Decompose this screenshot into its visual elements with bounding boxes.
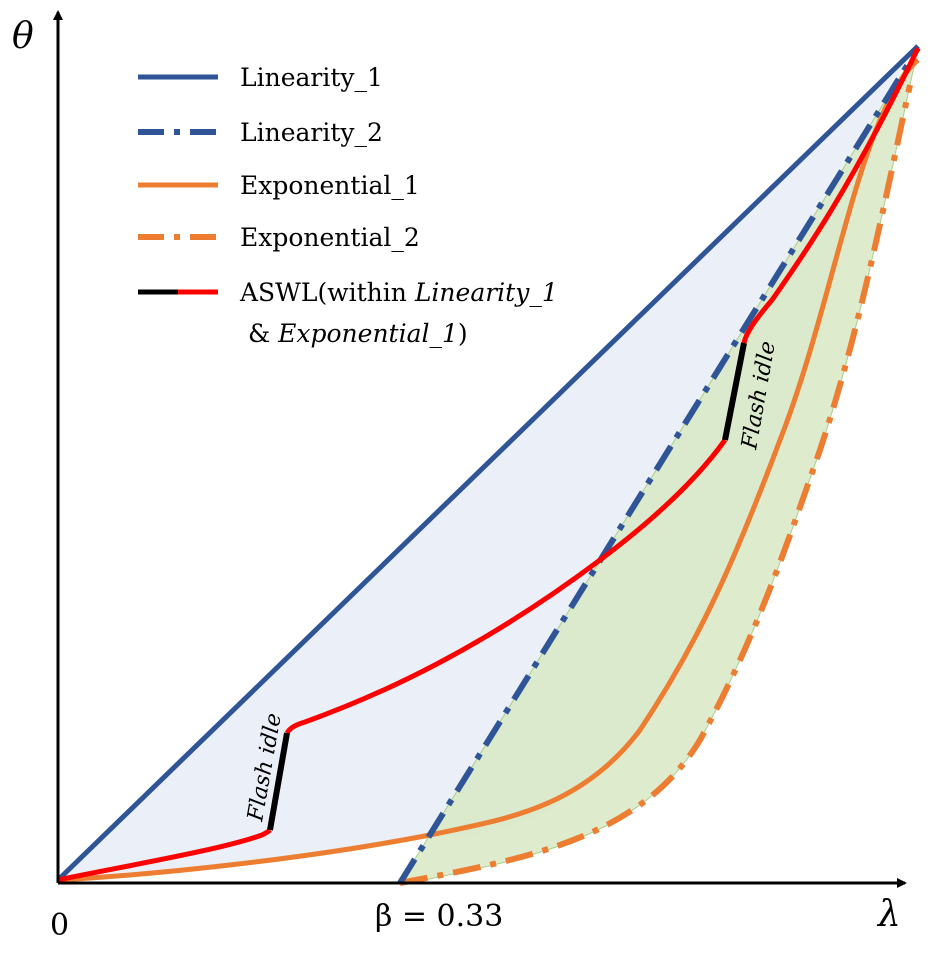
legend-item-exponential-1: Exponential_1 xyxy=(138,171,420,200)
legend-item-aswl: ASWL(within Linearity_1 & Exponential_1) xyxy=(138,278,558,348)
legend-label-linearity-1: Linearity_1 xyxy=(240,63,383,92)
flash-idle-segment-lower xyxy=(267,732,290,831)
legend-label-aswl-line2: & Exponential_1) xyxy=(240,319,468,348)
legend-item-linearity-1: Linearity_1 xyxy=(138,63,383,92)
exponential-2-curve xyxy=(399,84,913,886)
legend-label-exponential-1: Exponential_1 xyxy=(240,171,420,200)
flash-idle-segment-upper xyxy=(722,342,747,441)
aswl-curve-segment-1 xyxy=(57,828,272,883)
aswl-curve-segment-2 xyxy=(284,438,728,735)
exponential-1-curve xyxy=(57,58,920,883)
y-axis-symbol: θ xyxy=(12,16,34,57)
legend-label-aswl-line1: ASWL(within Linearity_1 xyxy=(239,278,558,307)
legend-item-linearity-2: Linearity_2 xyxy=(138,118,383,147)
legend-label-linearity-2: Linearity_2 xyxy=(240,118,383,147)
linearity-2-line xyxy=(397,46,921,885)
beta-label: β = 0.33 xyxy=(375,899,503,934)
x-axis-symbol: λ xyxy=(876,894,901,935)
origin-label: 0 xyxy=(50,908,69,943)
aswl-curve-segment-3 xyxy=(741,46,921,344)
legend: Linearity_1 Linearity_2 Exponential_1 Ex… xyxy=(138,63,558,348)
legend-label-exponential-2: Exponential_2 xyxy=(240,223,420,252)
legend-item-exponential-2: Exponential_2 xyxy=(138,223,420,252)
linearity-1-line xyxy=(56,44,920,882)
